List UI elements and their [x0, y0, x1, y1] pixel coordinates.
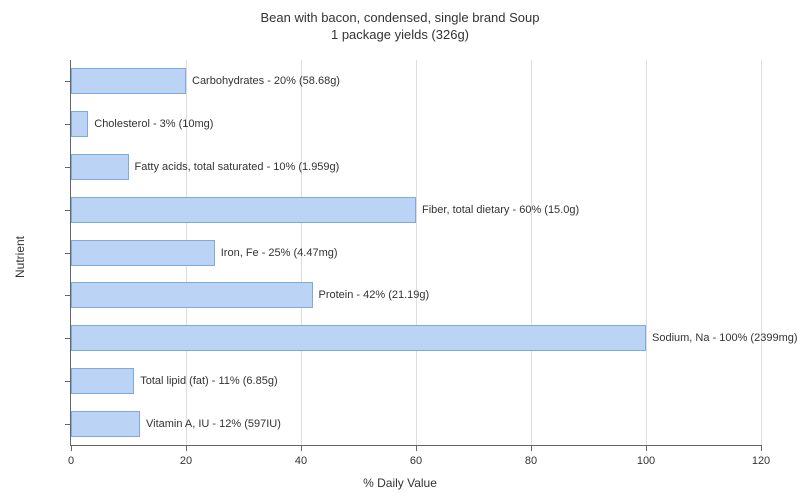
- nutrient-bar: [71, 68, 186, 94]
- chart-title-line2: 1 package yields (326g): [0, 27, 800, 44]
- nutrient-bar-label: Fatty acids, total saturated - 10% (1.95…: [129, 154, 340, 180]
- y-tick: [65, 253, 71, 254]
- x-tick: [761, 445, 762, 451]
- y-tick: [65, 295, 71, 296]
- nutrient-bar: [71, 111, 88, 137]
- chart-title-line1: Bean with bacon, condensed, single brand…: [0, 10, 800, 27]
- x-tick-label: 60: [410, 455, 422, 467]
- nutrient-bar: [71, 282, 313, 308]
- y-tick: [65, 338, 71, 339]
- nutrient-bar-label: Total lipid (fat) - 11% (6.85g): [134, 368, 277, 394]
- x-tick-label: 0: [68, 455, 74, 467]
- x-tick: [186, 445, 187, 451]
- plot-area: 020406080100120Carbohydrates - 20% (58.6…: [70, 60, 761, 446]
- y-tick: [65, 124, 71, 125]
- x-tick: [301, 445, 302, 451]
- x-tick-label: 40: [295, 455, 307, 467]
- x-tick: [71, 445, 72, 451]
- nutrient-bar-label: Iron, Fe - 25% (4.47mg): [215, 240, 338, 266]
- nutrient-bar-label: Sodium, Na - 100% (2399mg): [646, 325, 798, 351]
- nutrient-bar: [71, 240, 215, 266]
- nutrient-bar: [71, 154, 129, 180]
- x-tick-label: 20: [180, 455, 192, 467]
- nutrient-bar: [71, 411, 140, 437]
- nutrient-bar: [71, 325, 646, 351]
- y-tick: [65, 167, 71, 168]
- x-axis-label: % Daily Value: [363, 476, 437, 490]
- x-tick-label: 120: [752, 455, 770, 467]
- y-tick: [65, 424, 71, 425]
- nutrient-bar-label: Protein - 42% (21.19g): [313, 282, 430, 308]
- nutrient-bar-label: Vitamin A, IU - 12% (597IU): [140, 411, 281, 437]
- chart-title: Bean with bacon, condensed, single brand…: [0, 0, 800, 44]
- x-tick-label: 80: [525, 455, 537, 467]
- x-tick: [416, 445, 417, 451]
- gridline: [646, 60, 647, 445]
- nutrient-chart: Bean with bacon, condensed, single brand…: [0, 0, 800, 500]
- gridline: [761, 60, 762, 445]
- nutrient-bar-label: Fiber, total dietary - 60% (15.0g): [416, 197, 579, 223]
- x-tick-label: 100: [637, 455, 655, 467]
- nutrient-bar-label: Cholesterol - 3% (10mg): [88, 111, 213, 137]
- gridline: [531, 60, 532, 445]
- nutrient-bar: [71, 197, 416, 223]
- gridline: [416, 60, 417, 445]
- nutrient-bar: [71, 368, 134, 394]
- y-axis-label: Nutrient: [13, 236, 27, 278]
- x-tick: [531, 445, 532, 451]
- y-tick: [65, 81, 71, 82]
- y-tick: [65, 210, 71, 211]
- x-tick: [646, 445, 647, 451]
- y-tick: [65, 381, 71, 382]
- nutrient-bar-label: Carbohydrates - 20% (58.68g): [186, 68, 340, 94]
